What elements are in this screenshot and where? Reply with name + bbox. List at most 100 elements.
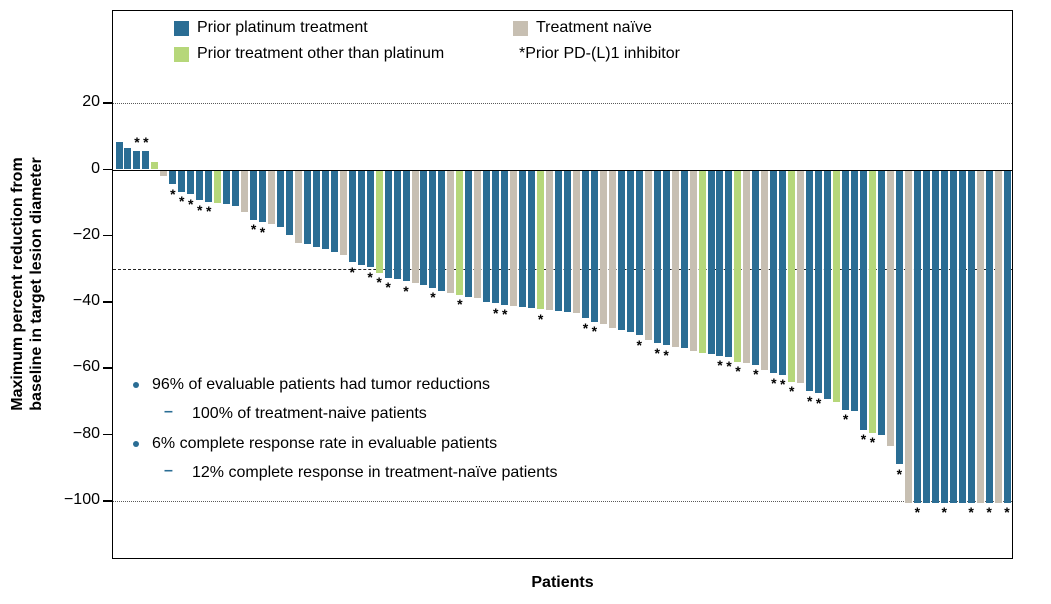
patient-bar bbox=[806, 171, 814, 392]
patient-bar bbox=[429, 171, 437, 288]
patient-bar bbox=[833, 171, 841, 403]
y-tick-mark bbox=[103, 367, 112, 369]
x-axis-title: Patients bbox=[531, 574, 594, 591]
patient-bar bbox=[662, 171, 670, 346]
prior-pdl1-asterisk: * bbox=[914, 504, 921, 520]
patient-bar bbox=[860, 171, 867, 430]
sub-bullet-dash: – bbox=[164, 403, 173, 420]
prior-pdl1-asterisk: * bbox=[941, 504, 947, 520]
reference-line-20 bbox=[113, 103, 1012, 105]
patient-bar bbox=[949, 171, 957, 503]
patient-bar bbox=[608, 171, 616, 329]
prior-pdl1-asterisk: * bbox=[735, 363, 741, 380]
patient-bar bbox=[671, 171, 679, 347]
legend-swatch-treatment-naive bbox=[513, 21, 528, 36]
y-tick-label: −40 bbox=[72, 292, 100, 310]
patient-bar bbox=[375, 171, 383, 273]
patient-bar bbox=[626, 171, 634, 333]
patient-bar bbox=[160, 171, 168, 176]
patient-bar bbox=[214, 171, 222, 204]
y-tick-mark bbox=[103, 433, 112, 436]
patient-bar bbox=[492, 171, 500, 304]
patient-bar bbox=[124, 148, 132, 170]
y-tick-label: 0 bbox=[91, 159, 100, 177]
prior-pdl1-asterisk: * bbox=[986, 504, 992, 520]
prior-pdl1-asterisk: * bbox=[349, 263, 355, 280]
prior-pdl1-asterisk: * bbox=[143, 133, 149, 150]
y-tick-label: −100 bbox=[63, 491, 100, 508]
patient-bar bbox=[886, 171, 894, 447]
prior-pdl1-asterisk: * bbox=[726, 358, 732, 375]
patient-bar bbox=[393, 171, 401, 280]
patient-bar bbox=[339, 171, 347, 255]
prior-pdl1-asterisk: * bbox=[179, 193, 185, 210]
patient-bar bbox=[967, 171, 975, 503]
prior-pdl1-asterisk: * bbox=[493, 304, 499, 321]
patient-bar bbox=[599, 171, 607, 325]
y-axis-title-line2: baseline in target lesion diameter bbox=[28, 157, 45, 411]
prior-pdl1-asterisk: * bbox=[134, 133, 140, 150]
prior-pdl1-asterisk: * bbox=[842, 411, 849, 428]
annotation-line-2: 100% of treatment-naive patients bbox=[192, 405, 427, 422]
patient-bar bbox=[581, 171, 589, 319]
prior-pdl1-asterisk: * bbox=[591, 323, 598, 340]
prior-pdl1-asterisk: * bbox=[717, 357, 723, 374]
patient-bar bbox=[572, 171, 580, 313]
patient-bar bbox=[797, 171, 805, 384]
reference-line--30 bbox=[113, 268, 1012, 270]
prior-pdl1-asterisk: * bbox=[806, 392, 813, 409]
legend-swatch-prior-platinum bbox=[174, 21, 189, 36]
patient-bar bbox=[232, 171, 240, 207]
patient-bar bbox=[357, 171, 365, 266]
prior-pdl1-asterisk: * bbox=[430, 289, 436, 306]
patient-bar bbox=[259, 171, 267, 223]
patient-bar bbox=[1003, 171, 1011, 503]
prior-pdl1-asterisk: * bbox=[968, 504, 974, 520]
patient-bar bbox=[384, 171, 392, 278]
patient-bar bbox=[348, 171, 356, 263]
y-tick-mark bbox=[103, 102, 112, 104]
prior-pdl1-asterisk: * bbox=[654, 344, 660, 361]
patient-bar bbox=[922, 171, 930, 503]
prior-pdl1-asterisk: * bbox=[170, 185, 176, 202]
patient-bar bbox=[743, 171, 751, 364]
patient-bar bbox=[501, 171, 509, 305]
patient-bar bbox=[294, 171, 302, 243]
y-tick-mark bbox=[103, 168, 112, 171]
patient-bar bbox=[303, 171, 311, 245]
y-axis-title-line1: Maximum percent reduction from bbox=[9, 157, 26, 411]
prior-pdl1-asterisk: * bbox=[537, 310, 544, 327]
patient-bar bbox=[958, 171, 966, 503]
patient-bar bbox=[635, 171, 643, 336]
patient-bar bbox=[725, 171, 733, 357]
patient-bar bbox=[420, 171, 428, 286]
annotation-line-4: 12% complete response in treatment-naïve… bbox=[192, 464, 558, 481]
prior-pdl1-asterisk: * bbox=[896, 465, 903, 482]
plot-area: * * * * * * * * * * * * * * * * * * * * * * * * * * * * * * * * * * * * * * * *… bbox=[112, 10, 1013, 559]
patient-bar bbox=[411, 171, 419, 283]
patient-bar bbox=[241, 171, 249, 213]
patient-bar bbox=[985, 171, 993, 503]
legend-note-prior-pdl1: *Prior PD-(L)1 inhibitor bbox=[519, 45, 680, 62]
prior-pdl1-asterisk: * bbox=[367, 268, 373, 285]
y-tick-mark bbox=[103, 234, 112, 237]
patient-bar bbox=[824, 171, 832, 399]
patient-bar bbox=[285, 171, 293, 236]
annotation-line-3: 6% complete response rate in evaluable p… bbox=[152, 435, 498, 452]
patient-bar bbox=[187, 171, 195, 195]
patient-bar bbox=[564, 171, 571, 312]
prior-pdl1-asterisk: * bbox=[771, 374, 777, 391]
prior-pdl1-asterisk: * bbox=[376, 274, 382, 291]
y-tick-label: −20 bbox=[72, 225, 100, 243]
zero-baseline bbox=[113, 169, 1012, 172]
prior-pdl1-asterisk: * bbox=[636, 336, 642, 353]
patient-bar bbox=[644, 171, 652, 341]
y-tick-label: −60 bbox=[72, 358, 100, 376]
patient-bar bbox=[196, 171, 204, 201]
patient-bar bbox=[510, 171, 518, 306]
patient-bar bbox=[913, 171, 921, 503]
patient-bar bbox=[904, 171, 912, 503]
patient-bar bbox=[779, 171, 787, 375]
patient-bar bbox=[617, 171, 625, 331]
